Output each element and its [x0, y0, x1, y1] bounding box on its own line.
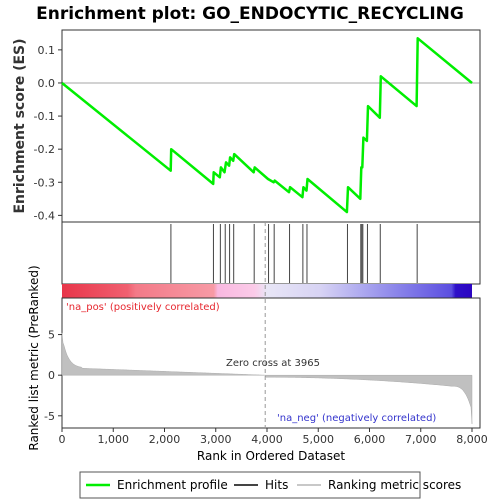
na-pos-label: 'na_pos' (positively correlated) [66, 302, 220, 313]
ranked-y-label: Ranked list metric (PreRanked) [27, 265, 41, 450]
hits-panel [61, 221, 481, 285]
x-tick-label: 7,000 [405, 433, 437, 446]
ranked-panel: -5 0 5 'na_pos' (positively correlated) 'n… [27, 222, 481, 451]
x-tick-label: 6,000 [354, 433, 386, 446]
ranked-y-ticks: -5 0 5 [44, 329, 62, 423]
es-y-tick-label: -0.3 [34, 176, 55, 189]
es-y-tick-label: 0.1 [38, 44, 56, 57]
legend-label-ranking: Ranking metric scores [328, 478, 461, 492]
enrichment-profile-line [61, 37, 473, 214]
ranked-y-tick-label: 0 [48, 369, 55, 382]
x-tick-label: 4,000 [251, 433, 283, 446]
color-gradient-strip [62, 284, 472, 298]
ranked-y-tick-label: -5 [44, 410, 55, 423]
ranking-metric-area [61, 332, 473, 424]
es-y-label: Enrichment score (ES) [12, 38, 28, 213]
x-axis-label: Rank in Ordered Dataset [197, 449, 345, 463]
hits-panel-frame [61, 221, 481, 285]
es-y-tick-label: -0.4 [34, 209, 55, 222]
es-y-tick-label: 0.0 [38, 77, 56, 90]
legend-label-enrichment: Enrichment profile [117, 478, 228, 492]
legend-label-hits: Hits [265, 478, 288, 492]
zero-cross-label: Zero cross at 3965 [226, 358, 320, 369]
hit-lines [170, 224, 418, 283]
es-y-ticks: -0.4 -0.3 -0.2 -0.1 0.0 0.1 [34, 44, 62, 222]
na-neg-label: 'na_neg' (negatively correlated) [277, 413, 436, 424]
x-tick-label: 2,000 [149, 433, 181, 446]
legend: Enrichment profile Hits Ranking metric s… [79, 471, 461, 499]
es-y-tick-label: -0.2 [34, 143, 55, 156]
es-y-tick-label: -0.1 [34, 110, 55, 123]
rank-color-bar [62, 284, 472, 298]
x-tick-label: 8,000 [456, 433, 488, 446]
x-tick-label: 3,000 [200, 433, 232, 446]
es-panel-frame [61, 29, 481, 223]
es-panel: -0.4 -0.3 -0.2 -0.1 0.0 0.1 Enrichment score … [12, 29, 481, 223]
ranked-y-tick-label: 5 [48, 329, 55, 342]
x-tick-label: 5,000 [303, 433, 335, 446]
chart-title: Enrichment plot: GO_ENDOCYTIC_RECYCLING [36, 4, 464, 24]
x-tick-label: 0 [59, 433, 66, 446]
x-axis-ticks: 0 1,000 2,000 3,000 4,000 5,000 6,000 7,000 8,00… [59, 428, 488, 446]
x-tick-label: 1,000 [98, 433, 130, 446]
